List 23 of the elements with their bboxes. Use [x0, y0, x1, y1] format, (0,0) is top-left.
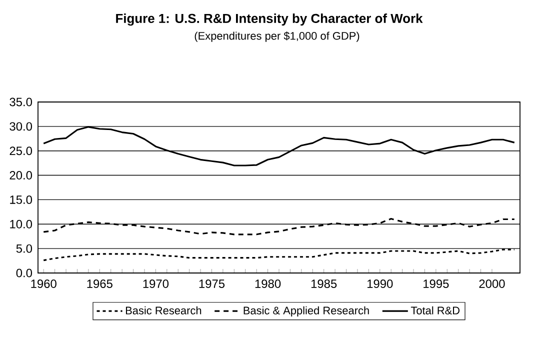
chart-subtitle: (Expenditures per $1,000 of GDP) [194, 32, 360, 42]
y-tick-label: 5.0 [16, 244, 32, 253]
x-tick-label: 1960 [31, 280, 56, 288]
line-series [42, 126, 516, 166]
legend-label: Basic Research [126, 306, 202, 314]
y-tick-label: 10.0 [10, 220, 32, 228]
x-tick-label: 1975 [199, 280, 225, 288]
x-tick-label: 1980 [255, 280, 281, 288]
y-tick-label: 0.0 [16, 268, 32, 278]
x-tick-label: 1990 [367, 280, 393, 288]
y-tick-label: 25.0 [10, 146, 32, 156]
chart-title: Figure 1: U.S. R&D Intensity by Character of Work [116, 14, 423, 26]
y-tick-label: 30.0 [10, 122, 32, 131]
legend-label: Total R&D [410, 306, 460, 314]
x-tick-label: 1970 [143, 280, 169, 288]
y-tick-label: 35.0 [10, 98, 32, 106]
legend-label: Basic & Applied Research [244, 306, 369, 317]
x-tick-label: 1995 [424, 280, 449, 288]
y-tick-label: 20.0 [10, 171, 32, 180]
x-tick-label: 1965 [87, 280, 112, 288]
x-tick-label: 2000 [479, 280, 505, 288]
x-tick-label: 1985 [311, 280, 337, 288]
y-tick-label: 15.0 [10, 195, 32, 204]
